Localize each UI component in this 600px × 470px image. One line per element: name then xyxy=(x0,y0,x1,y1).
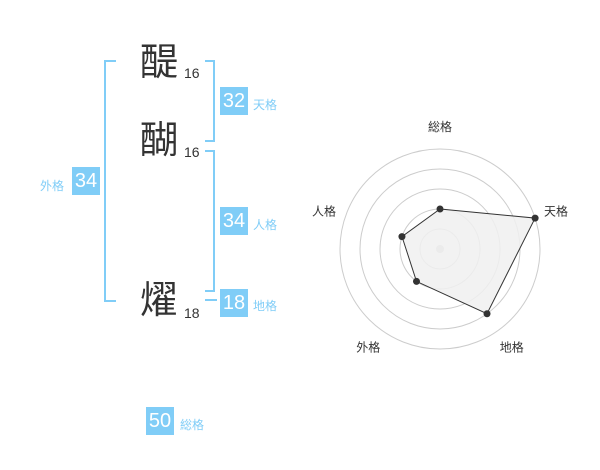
tenkaku-value: 32 xyxy=(220,87,248,115)
chikaku-value: 18 xyxy=(220,289,248,317)
radar-point xyxy=(412,277,420,285)
radar-axis-label: 人格 xyxy=(312,203,336,218)
jinkaku-label: 人格 xyxy=(253,218,278,232)
radar-axis-label: 地格 xyxy=(500,340,524,355)
tenkaku-bracket xyxy=(205,60,215,142)
jinkaku-bracket xyxy=(205,150,215,292)
stroke-count-3: 18 xyxy=(184,305,200,321)
name-char-1: 醍 xyxy=(140,40,179,84)
radar-axis-label: 総格 xyxy=(428,119,452,134)
radar-point xyxy=(436,205,444,213)
soukaku-value: 50 xyxy=(146,407,174,435)
radar-polygon xyxy=(401,208,536,315)
radar-axis-label: 天格 xyxy=(544,203,568,218)
radar-axis-label: 外格 xyxy=(356,340,380,355)
stroke-count-2: 16 xyxy=(184,144,200,160)
jinkaku-value: 34 xyxy=(220,207,248,235)
name-char-3: 燿 xyxy=(140,278,179,322)
gaikaku-label: 外格 xyxy=(40,179,65,193)
radar-point xyxy=(483,310,491,318)
chikaku-connector xyxy=(205,299,217,301)
radar-point xyxy=(531,214,539,222)
chikaku-label: 地格 xyxy=(253,299,278,313)
gaikaku-bracket xyxy=(104,60,116,302)
radar-point xyxy=(398,233,406,241)
radar-ring xyxy=(339,148,541,350)
name-char-2: 醐 xyxy=(140,118,179,162)
stroke-count-1: 16 xyxy=(184,65,200,81)
tenkaku-label: 天格 xyxy=(253,98,278,112)
gaikaku-value: 34 xyxy=(72,167,100,195)
soukaku-label: 総格 xyxy=(180,418,205,432)
